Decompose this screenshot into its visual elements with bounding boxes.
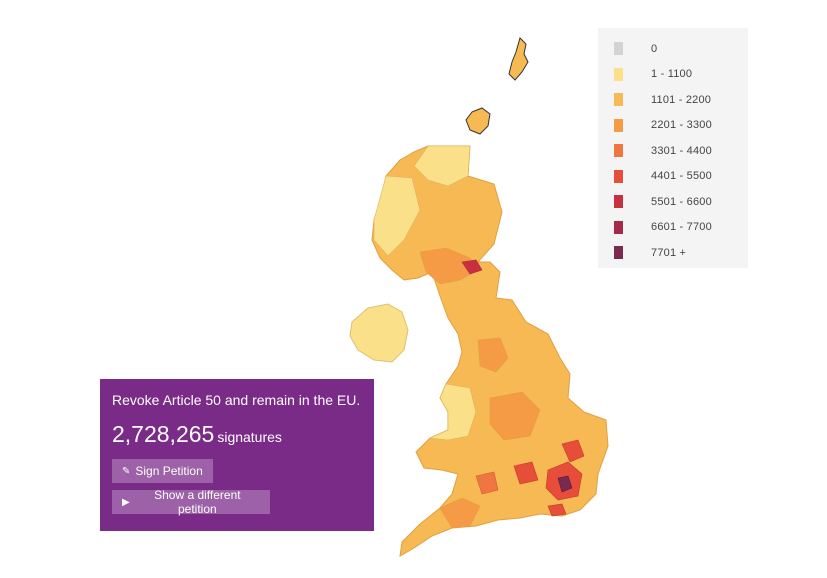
legend-item: 0 (614, 36, 748, 62)
show-different-petition-button[interactable]: ▶ Show a different petition (112, 488, 270, 516)
sign-petition-button[interactable]: ✎ Sign Petition (112, 459, 213, 483)
region-london-core[interactable] (557, 475, 573, 493)
legend: 0 1 - 1100 1101 - 2200 2201 - 3300 3301 - 44… (598, 28, 748, 268)
legend-item: 2201 - 3300 (614, 113, 748, 139)
legend-swatch (614, 42, 623, 56)
petition-title: Revoke Article 50 and remain in the EU. (112, 392, 361, 408)
play-icon: ▶ (122, 496, 130, 508)
legend-swatch (614, 93, 623, 107)
legend-label: 6601 - 7700 (651, 221, 712, 234)
legend-label: 1101 - 2200 (651, 93, 712, 106)
region-oxford[interactable] (513, 461, 539, 485)
legend-label: 0 (651, 42, 658, 55)
legend-swatch (614, 195, 623, 209)
legend-swatch (614, 118, 623, 132)
legend-swatch (614, 144, 623, 158)
region-scotland-west[interactable] (373, 175, 421, 257)
region-shetland[interactable] (508, 37, 529, 81)
region-central-belt[interactable] (419, 247, 479, 285)
legend-swatch (614, 67, 623, 81)
legend-item: 1 - 1100 (614, 62, 748, 88)
legend-label: 7701 + (651, 246, 687, 259)
region-brighton[interactable] (547, 503, 567, 517)
pencil-icon: ✎ (122, 465, 131, 477)
signature-count-unit: signatures (217, 429, 282, 445)
region-bristol[interactable] (475, 471, 499, 495)
region-edinburgh[interactable] (461, 259, 483, 275)
region-midlands[interactable] (489, 391, 541, 441)
region-highlands-north[interactable] (413, 145, 471, 187)
signature-count-row: 2,728,265 signatures (112, 421, 362, 448)
region-wales[interactable] (428, 383, 477, 441)
petition-panel: Revoke Article 50 and remain in the EU. … (100, 379, 374, 531)
legend-item: 4401 - 5500 (614, 164, 748, 190)
region-south-west[interactable] (439, 497, 481, 529)
region-north-west[interactable] (477, 337, 509, 373)
legend-item: 3301 - 4400 (614, 138, 748, 164)
legend-label: 2201 - 3300 (651, 119, 712, 132)
legend-swatch (614, 246, 623, 260)
legend-label: 1 - 1100 (651, 68, 693, 81)
legend-item: 1101 - 2200 (614, 87, 748, 113)
legend-label: 3301 - 4400 (651, 144, 712, 157)
sign-petition-label: Sign Petition (135, 464, 203, 478)
show-different-petition-label: Show a different petition (154, 488, 241, 516)
legend-swatch (614, 220, 623, 234)
legend-swatch (614, 169, 623, 183)
region-cambridge[interactable] (561, 439, 585, 463)
legend-label: 5501 - 6600 (651, 195, 712, 208)
legend-item: 6601 - 7700 (614, 215, 748, 241)
legend-label: 4401 - 5500 (651, 170, 712, 183)
region-northern-ireland[interactable] (349, 303, 409, 363)
region-orkney[interactable] (465, 107, 491, 135)
legend-item: 7701 + (614, 240, 748, 266)
legend-item: 5501 - 6600 (614, 189, 748, 215)
signature-count: 2,728,265 (112, 421, 215, 447)
